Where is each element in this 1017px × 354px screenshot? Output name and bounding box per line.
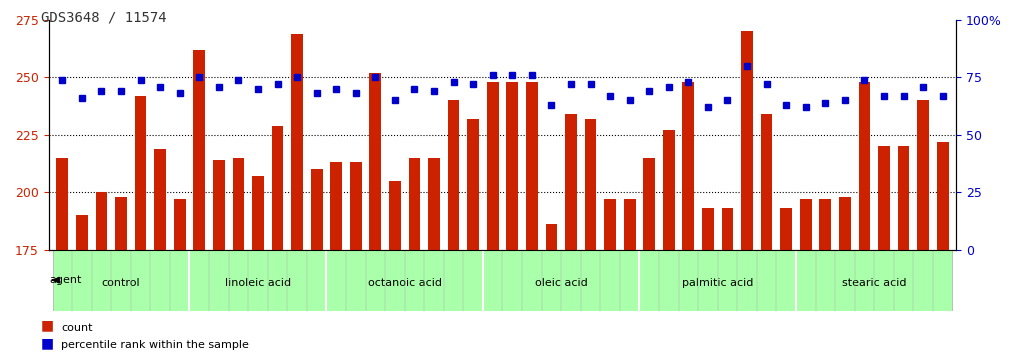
Bar — [898, 146, 909, 250]
Text: oleic acid: oleic acid — [535, 278, 588, 288]
Bar — [350, 162, 362, 250]
Bar — [390, 181, 401, 250]
Bar — [76, 215, 87, 250]
Bar — [233, 158, 244, 250]
Bar — [937, 142, 949, 250]
FancyBboxPatch shape — [483, 250, 640, 311]
Bar — [820, 199, 831, 250]
Text: count: count — [61, 323, 93, 333]
Bar — [761, 114, 773, 250]
Bar — [272, 126, 284, 250]
Bar — [545, 224, 557, 250]
FancyBboxPatch shape — [53, 250, 189, 311]
Bar — [467, 119, 479, 250]
Bar — [155, 149, 166, 250]
Bar — [193, 50, 205, 250]
Text: percentile rank within the sample: percentile rank within the sample — [61, 341, 249, 350]
Bar — [428, 158, 440, 250]
Bar — [447, 101, 460, 250]
Bar — [839, 197, 851, 250]
Bar — [623, 199, 636, 250]
Bar — [565, 114, 577, 250]
Bar — [604, 199, 616, 250]
Bar — [702, 209, 714, 250]
Bar — [780, 209, 792, 250]
Bar — [96, 192, 107, 250]
Bar — [917, 101, 929, 250]
Bar — [311, 169, 322, 250]
Text: octanoic acid: octanoic acid — [368, 278, 441, 288]
FancyBboxPatch shape — [189, 250, 326, 311]
Text: linoleic acid: linoleic acid — [225, 278, 291, 288]
Bar — [682, 82, 695, 250]
Bar — [487, 82, 498, 250]
Text: agent: agent — [49, 275, 81, 285]
Bar — [526, 82, 538, 250]
Text: stearic acid: stearic acid — [842, 278, 906, 288]
Bar — [663, 130, 674, 250]
Bar — [585, 119, 596, 250]
Text: ■: ■ — [41, 319, 54, 333]
FancyBboxPatch shape — [326, 250, 483, 311]
FancyBboxPatch shape — [640, 250, 796, 311]
Bar — [644, 158, 655, 250]
Text: palmitic acid: palmitic acid — [682, 278, 754, 288]
Bar — [506, 82, 518, 250]
Bar — [252, 176, 263, 250]
Bar — [409, 158, 420, 250]
Bar — [115, 197, 127, 250]
Bar — [174, 199, 185, 250]
Bar — [722, 209, 733, 250]
Bar — [858, 82, 871, 250]
Bar — [291, 34, 303, 250]
FancyBboxPatch shape — [796, 250, 953, 311]
Bar — [331, 162, 342, 250]
Bar — [800, 199, 812, 250]
Bar — [56, 158, 68, 250]
Text: GDS3648 / 11574: GDS3648 / 11574 — [41, 11, 167, 25]
Bar — [213, 160, 225, 250]
Text: ■: ■ — [41, 336, 54, 350]
Bar — [878, 146, 890, 250]
Bar — [134, 96, 146, 250]
Bar — [741, 32, 753, 250]
Text: control: control — [102, 278, 140, 288]
Bar — [369, 73, 381, 250]
